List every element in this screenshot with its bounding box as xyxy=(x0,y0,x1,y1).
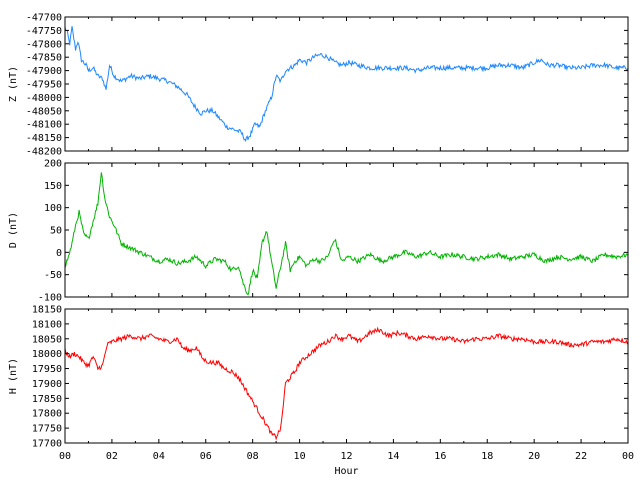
plot-frame xyxy=(64,162,629,298)
x-tick-label: 00 xyxy=(59,451,71,462)
y-tick-label: -48000 xyxy=(26,93,62,104)
y-tick-label: 17750 xyxy=(32,424,62,435)
y-tick-label: 50 xyxy=(50,226,62,237)
series-line xyxy=(64,26,629,143)
x-tick-label: 10 xyxy=(294,451,306,462)
panel-h-component: 18150 18100 18050 18000 17950 17900 17850 17800… xyxy=(8,305,634,478)
y-tick-label: -48150 xyxy=(26,133,62,144)
x-tick-label: 14 xyxy=(387,451,399,462)
y-tick-label: 18100 xyxy=(32,319,62,330)
y-tick-label: 17900 xyxy=(32,379,62,390)
y-tick-label: 100 xyxy=(44,203,62,214)
y-tick-label: 17950 xyxy=(32,364,62,375)
x-axis-label: Hour xyxy=(334,466,358,477)
y-tick-label: -47900 xyxy=(26,66,62,77)
y-tick-label: -47850 xyxy=(26,53,62,64)
y-tick-label: 17700 xyxy=(32,439,62,450)
x-tick-label: 22 xyxy=(575,451,587,462)
y-tick-label: -48050 xyxy=(26,106,62,117)
y-tick-label: -48100 xyxy=(26,120,62,131)
x-tick-label: 12 xyxy=(340,451,352,462)
y-tick-label: -50 xyxy=(44,270,62,281)
y-tick-label: 200 xyxy=(44,159,62,170)
x-tick-label: 08 xyxy=(247,451,259,462)
x-tick-label: 18 xyxy=(481,451,493,462)
y-tick-label: 18050 xyxy=(32,334,62,345)
y-tick-label: 18000 xyxy=(32,349,62,360)
plot-frame xyxy=(64,16,629,152)
y-tick-label: 0 xyxy=(56,248,62,259)
y-tick-label: -48200 xyxy=(26,147,62,158)
y-tick-label: 150 xyxy=(44,181,62,192)
y-tick-label: -47750 xyxy=(26,26,62,37)
x-tick-label: 16 xyxy=(434,451,446,462)
x-tick-label: 20 xyxy=(528,451,540,462)
series-line xyxy=(64,172,629,296)
y-tick-label: 18150 xyxy=(32,305,62,316)
plot-frame xyxy=(64,308,629,444)
y-axis-label: D (nT) xyxy=(8,212,19,248)
x-tick-label: 00 xyxy=(622,451,634,462)
y-tick-label: -47800 xyxy=(26,39,62,50)
x-tick-label: 04 xyxy=(153,451,165,462)
y-tick-label: 17800 xyxy=(32,409,62,420)
y-tick-label: -100 xyxy=(38,293,62,304)
panel-d-component: 200 150 100 50 0 -50 -100 D (nT) xyxy=(8,159,629,304)
x-tick-label: 02 xyxy=(106,451,118,462)
series-line xyxy=(64,326,629,441)
y-tick-label: -47950 xyxy=(26,80,62,91)
panel-z-component: -47700 -47750 -47800 -47850 -47900 -47950 -480… xyxy=(8,13,629,158)
y-tick-label: 17850 xyxy=(32,394,62,405)
x-tick-label: 06 xyxy=(200,451,212,462)
y-axis-label: H (nT) xyxy=(8,358,19,394)
y-tick-label: -47700 xyxy=(26,13,62,24)
y-axis-label: Z (nT) xyxy=(8,66,19,102)
